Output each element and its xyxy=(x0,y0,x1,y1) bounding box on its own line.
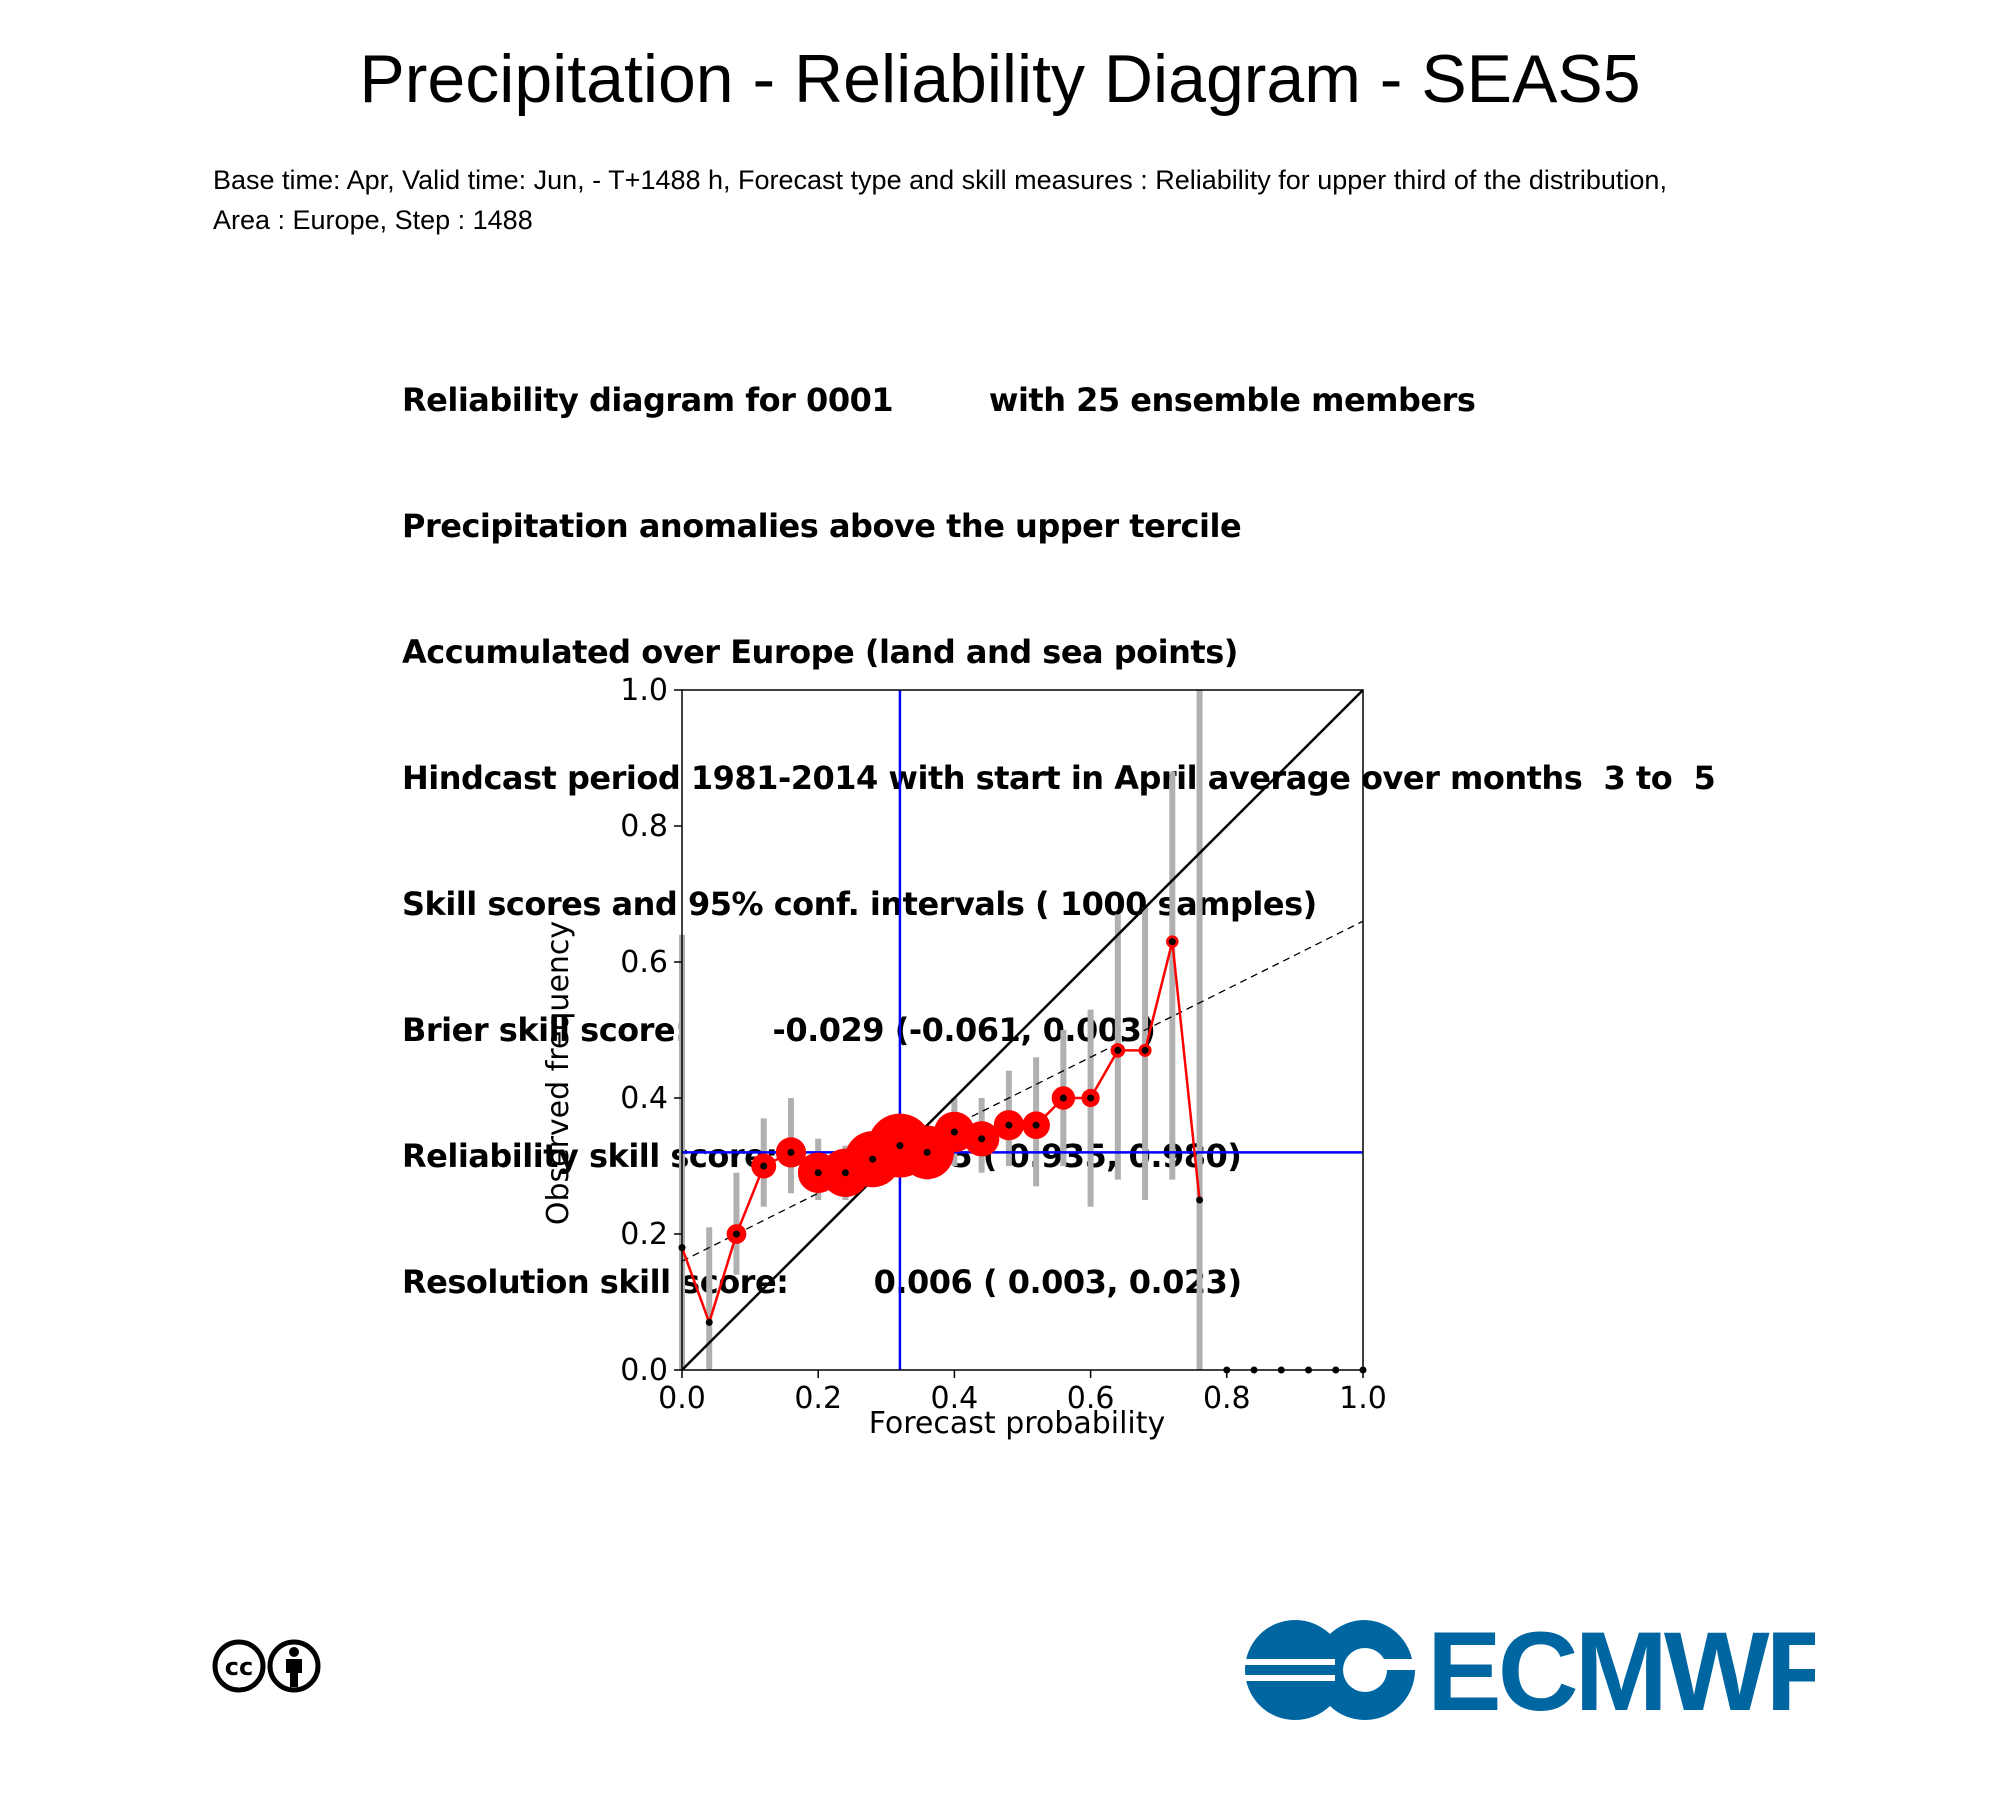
subtitle: Base time: Apr, Valid time: Jun, - T+148… xyxy=(213,160,1853,240)
page-title: Precipitation - Reliability Diagram - SE… xyxy=(359,41,1641,117)
subtitle-line-2: Area : Europe, Step : 1488 xyxy=(213,205,533,235)
y-tick-label: 0.0 xyxy=(620,1353,668,1388)
y-axis-label: Observed frequency xyxy=(541,921,576,1225)
x-tick-label: 0.4 xyxy=(931,1381,979,1416)
data-point xyxy=(787,1148,795,1156)
x-axis-label: Forecast probability xyxy=(869,1406,1166,1441)
x-tick-label: 0.0 xyxy=(658,1381,706,1416)
data-point xyxy=(841,1169,849,1177)
data-point xyxy=(1114,1046,1122,1054)
header-line: Reliability diagram for 0001 with 25 ens… xyxy=(402,381,1476,419)
data-point xyxy=(869,1155,877,1163)
x-tick-label: 0.6 xyxy=(1067,1381,1115,1416)
subtitle-line-1: Base time: Apr, Valid time: Jun, - T+148… xyxy=(213,165,1667,195)
ecmwf-logo-text: ECMWF xyxy=(1427,1615,1815,1725)
header-line: Accumulated over Europe (land and sea po… xyxy=(402,633,1238,671)
data-point xyxy=(1141,1046,1149,1054)
ecmwf-logo: ECMWF xyxy=(1245,1615,1815,1725)
y-tick-label: 0.2 xyxy=(620,1217,668,1252)
data-point xyxy=(1032,1121,1040,1129)
resolution-skill-line: Resolution skill score: 0.006 ( 0.003, 0… xyxy=(402,1263,1242,1301)
data-point xyxy=(978,1135,986,1143)
reliability-chart: 0.00.0 0.2 0.2 0.4 0.4 0.6 0.6 0.8 0.8 1.0 1.0 For… xyxy=(541,673,1387,1441)
y-tick-label: 1.0 xyxy=(620,673,668,708)
data-point xyxy=(950,1128,958,1136)
brier-skill-line: Brier skill score: -0.029 (-0.061, 0.003… xyxy=(402,1011,1156,1049)
data-point xyxy=(760,1162,768,1170)
data-point xyxy=(896,1142,904,1150)
data-point xyxy=(814,1169,822,1177)
header-line: Precipitation anomalies above the upper … xyxy=(402,507,1242,545)
y-tick-label: 0.8 xyxy=(620,809,668,844)
data-point xyxy=(1087,1094,1095,1102)
data-point xyxy=(1005,1121,1013,1129)
plot-frame xyxy=(681,689,1364,1371)
fit-line xyxy=(681,920,1364,1262)
perfect-reliability-diagonal xyxy=(681,689,1364,1371)
x-tick-label: 0.8 xyxy=(1203,1381,1251,1416)
y-tick-label: 0.4 xyxy=(620,1081,668,1116)
svg-text:cc: cc xyxy=(225,1653,253,1681)
data-point xyxy=(705,1318,713,1326)
diagram-header: Reliability diagram for 0001 with 25 ens… xyxy=(402,295,1802,1345)
data-point xyxy=(1059,1094,1067,1102)
header-line: Skill scores and 95% conf. intervals ( 1… xyxy=(402,885,1317,923)
header-line: Hindcast period 1981-2014 with start in … xyxy=(402,759,1716,797)
x-tick-label: 0.2 xyxy=(794,1381,842,1416)
data-point xyxy=(732,1230,740,1238)
data-point xyxy=(923,1148,931,1156)
creative-commons-icon: cc xyxy=(212,1639,321,1693)
y-tick-label: 0.6 xyxy=(620,945,668,980)
x-tick-label: 1.0 xyxy=(1339,1381,1387,1416)
data-point xyxy=(1196,1196,1204,1204)
chart-plot-area: 0.00.0 0.2 0.2 0.4 0.4 0.6 0.6 0.8 0.8 1.0 1.0 xyxy=(620,673,1387,1416)
data-point xyxy=(1168,938,1176,946)
